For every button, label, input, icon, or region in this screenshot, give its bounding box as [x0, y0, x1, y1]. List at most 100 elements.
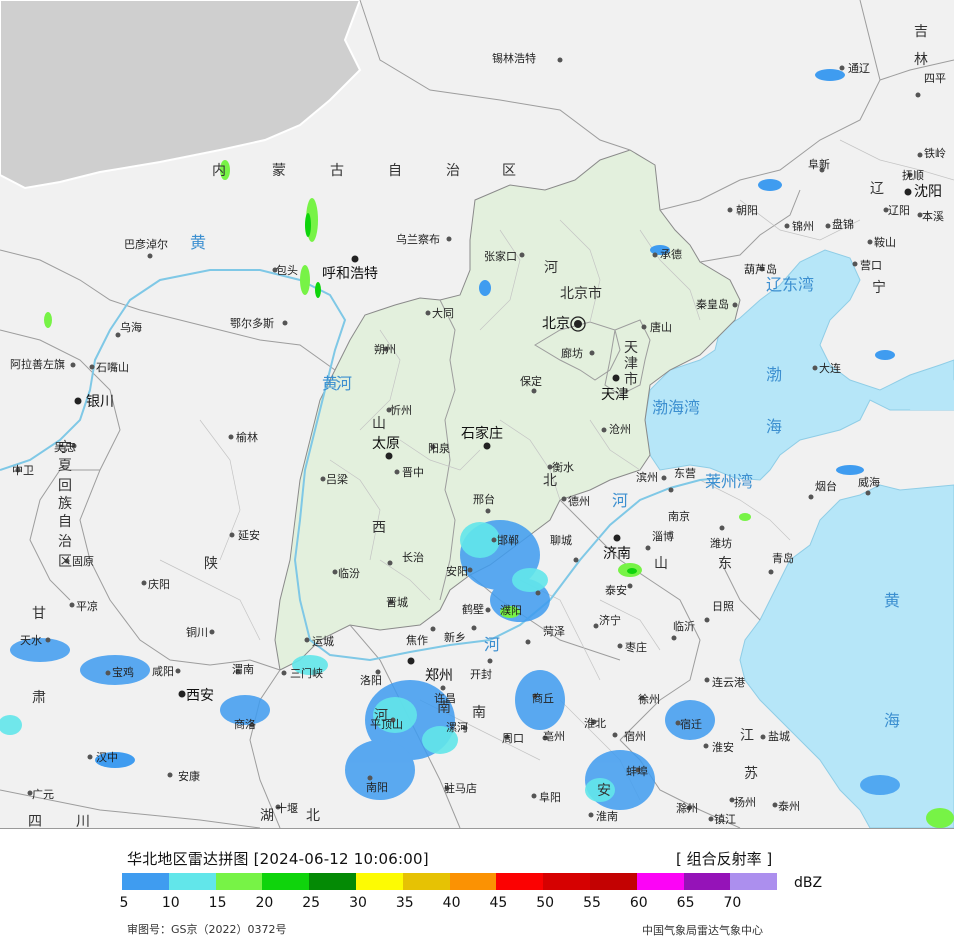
- city-label: 太原: [372, 436, 400, 452]
- water-label: 莱州湾: [705, 472, 753, 491]
- city-label: 郑州: [425, 668, 453, 684]
- scale-swatch: [449, 873, 497, 890]
- scale-swatch: [122, 873, 169, 890]
- scale-ticks: 5 10 15 20 25 30 35 40 45 50 55 60 65 70: [0, 895, 954, 915]
- scale-swatch: [496, 873, 544, 890]
- city-label: 延安: [238, 528, 260, 542]
- scale-swatch: [589, 873, 637, 890]
- province-label: 安: [597, 783, 611, 799]
- province-labels: 内蒙古自治区河北北京市天津市山西陕甘肃宁夏回族自治区山东辽宁吉林江苏安湖 北四 川南…: [28, 24, 928, 830]
- scale-swatch: [262, 873, 310, 890]
- province-label: 北京市: [560, 285, 602, 302]
- scale-tick-label: 5: [119, 895, 129, 911]
- city-label: 晋城: [386, 596, 408, 609]
- scale-tick-label: 60: [629, 895, 648, 911]
- water-label: 黄: [322, 374, 338, 393]
- city-label: 临汾: [338, 566, 360, 580]
- province-label: 津: [624, 356, 638, 372]
- province-label: 族: [58, 496, 72, 512]
- yellow-river: [0, 269, 721, 662]
- city-label: 安阳: [446, 564, 468, 578]
- province-label: 古: [330, 163, 344, 179]
- scale-tick-label: 70: [723, 895, 742, 911]
- city-label: 南阳: [366, 781, 388, 794]
- city-label: 徐州: [638, 692, 660, 706]
- city-label: 鹤壁: [462, 602, 484, 616]
- city-label: 银川: [86, 394, 114, 410]
- review-number: 审图号：GS京（2022）0372号: [127, 923, 287, 936]
- city-label: 阜新: [808, 157, 830, 171]
- scale-tick-label: 10: [161, 895, 180, 911]
- scale-tick-label: 25: [302, 895, 321, 911]
- city-label: 驻马店: [444, 781, 477, 795]
- city-label: 包头: [276, 264, 298, 277]
- city-label: 衡水: [552, 461, 574, 474]
- city-label: 菏泽: [543, 625, 565, 638]
- color-scale: [122, 873, 778, 890]
- source-label: 中国气象局雷达气象中心: [642, 924, 763, 937]
- city-label: 西安: [186, 688, 214, 704]
- city-markers: [15, 57, 923, 822]
- province-label: 吉: [914, 24, 928, 40]
- city-label: 承德: [660, 247, 682, 261]
- city-label: 大同: [432, 306, 454, 320]
- province-label: 宁: [872, 279, 886, 296]
- city-label: 三门峡: [290, 666, 323, 680]
- legend-panel: 华北地区雷达拼图 [2024-06-12 10:06:00] [ 组合反射率 ]…: [0, 828, 954, 950]
- province-label: 山: [654, 556, 668, 572]
- city-label: 通辽: [848, 62, 870, 75]
- province-label: 苏: [744, 766, 758, 782]
- city-label: 北京: [542, 316, 570, 332]
- city-label: 平顶山: [370, 718, 403, 731]
- province-label: 南: [472, 705, 486, 721]
- city-label: 辽阳: [888, 204, 910, 217]
- city-label: 本溪: [922, 209, 944, 223]
- city-label: 天津: [601, 387, 629, 403]
- province-label: 东: [718, 556, 732, 572]
- city-label: 铜川: [186, 625, 208, 639]
- city-label: 沈阳: [914, 184, 942, 200]
- city-label: 咸阳: [152, 665, 174, 678]
- scale-tick-label: 20: [255, 895, 274, 911]
- capital-marker: [570, 316, 586, 332]
- city-label: 长治: [402, 550, 424, 564]
- scale-tick-label: 30: [349, 895, 367, 911]
- city-label: 朔州: [374, 343, 396, 356]
- city-label: 大连: [819, 361, 841, 375]
- scale-swatch: [402, 873, 450, 890]
- city-label: 许昌: [434, 692, 456, 705]
- scale-swatch: [355, 873, 403, 890]
- province-label: 山: [372, 416, 386, 432]
- city-label: 天水: [20, 634, 42, 647]
- province-label: 宁: [58, 439, 72, 456]
- radar-map: 内蒙古自治区河北北京市天津市山西陕甘肃宁夏回族自治区山东辽宁吉林江苏安湖北四川南…: [0, 0, 954, 830]
- city-label: 东营: [674, 466, 696, 480]
- city-label: 晋中: [402, 466, 424, 479]
- province-label: 治: [58, 534, 72, 550]
- city-label: 吴忠: [54, 441, 76, 454]
- city-label: 中卫: [12, 464, 34, 477]
- water-label: 辽东湾: [766, 275, 814, 294]
- city-label: 洛阳: [360, 673, 382, 687]
- city-label: 四平: [924, 72, 946, 85]
- scale-swatch: [168, 873, 216, 890]
- scale-tick-label: 45: [489, 895, 508, 911]
- city-label: 德州: [568, 494, 590, 508]
- water-label: 海: [884, 711, 900, 730]
- city-label: 威海: [858, 475, 880, 489]
- city-label: 周口: [502, 732, 524, 745]
- province-label: 北: [543, 473, 557, 489]
- city-label: 临沂: [673, 619, 695, 633]
- city-label: 邢台: [473, 492, 495, 506]
- city-label: 济南: [603, 546, 631, 562]
- city-label: 秦皇岛: [696, 297, 729, 311]
- city-label: 锡林浩特: [492, 51, 536, 65]
- city-label: 渭南: [232, 663, 254, 676]
- city-label: 商洛: [234, 717, 256, 731]
- city-label: 南京: [668, 509, 690, 523]
- city-label: 济宁: [599, 613, 621, 627]
- city-label: 葫芦岛: [744, 262, 777, 276]
- water-label: 河: [612, 491, 628, 510]
- map-title: 华北地区雷达拼图 [2024-06-12 10:06:00]: [127, 850, 429, 868]
